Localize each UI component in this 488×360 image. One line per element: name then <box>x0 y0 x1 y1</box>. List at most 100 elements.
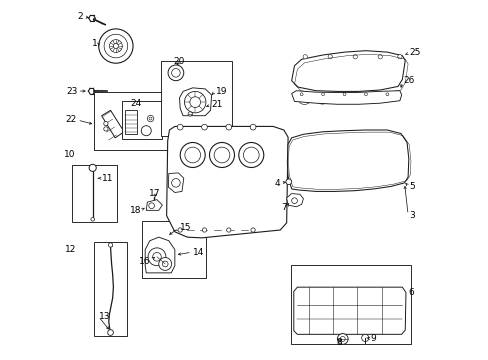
Text: 2: 2 <box>77 12 83 21</box>
Circle shape <box>202 228 206 232</box>
Circle shape <box>364 93 366 96</box>
Circle shape <box>397 55 401 59</box>
Text: 16: 16 <box>139 257 151 266</box>
Ellipse shape <box>351 94 363 103</box>
Text: 3: 3 <box>408 211 414 220</box>
Circle shape <box>171 179 180 187</box>
Text: 15: 15 <box>179 222 191 231</box>
Circle shape <box>209 143 234 167</box>
Bar <box>94 242 126 337</box>
Circle shape <box>340 337 345 342</box>
Circle shape <box>337 334 347 344</box>
Circle shape <box>250 124 255 130</box>
Ellipse shape <box>296 70 306 83</box>
Bar <box>160 61 231 136</box>
Ellipse shape <box>298 95 310 104</box>
Circle shape <box>285 179 291 185</box>
Text: 12: 12 <box>64 245 76 254</box>
Polygon shape <box>145 237 175 273</box>
Circle shape <box>303 55 307 59</box>
Text: 25: 25 <box>408 48 420 57</box>
Polygon shape <box>287 130 408 192</box>
Circle shape <box>91 217 94 221</box>
Text: 21: 21 <box>211 100 223 109</box>
Bar <box>372 141 382 172</box>
Circle shape <box>250 228 255 232</box>
Circle shape <box>103 121 108 126</box>
Polygon shape <box>168 173 183 193</box>
Text: 7: 7 <box>280 203 286 212</box>
Circle shape <box>109 40 122 53</box>
Circle shape <box>103 127 108 131</box>
Bar <box>154 254 157 257</box>
Text: 22: 22 <box>65 116 77 125</box>
Circle shape <box>149 117 152 120</box>
Text: 4: 4 <box>274 179 280 188</box>
Ellipse shape <box>365 68 374 80</box>
Circle shape <box>321 93 324 96</box>
Text: 24: 24 <box>130 99 141 108</box>
Circle shape <box>108 243 112 247</box>
Circle shape <box>385 93 388 96</box>
Bar <box>94 93 171 150</box>
Circle shape <box>291 198 297 203</box>
Circle shape <box>180 143 205 167</box>
Bar <box>72 165 117 222</box>
Circle shape <box>89 164 96 171</box>
Ellipse shape <box>330 69 340 82</box>
Circle shape <box>238 143 263 167</box>
Polygon shape <box>291 51 405 91</box>
Polygon shape <box>286 194 303 207</box>
Circle shape <box>162 261 168 267</box>
Polygon shape <box>124 111 137 134</box>
Text: 5: 5 <box>408 182 414 191</box>
Text: 17: 17 <box>149 189 161 198</box>
Text: 14: 14 <box>192 248 203 257</box>
Circle shape <box>184 91 205 113</box>
Circle shape <box>188 112 192 116</box>
Bar <box>353 141 364 173</box>
Text: 18: 18 <box>130 206 142 215</box>
Polygon shape <box>179 88 211 116</box>
Circle shape <box>361 334 368 342</box>
Text: 6: 6 <box>408 288 414 297</box>
Circle shape <box>107 330 113 336</box>
Bar <box>142 221 205 278</box>
Text: 9: 9 <box>369 334 375 343</box>
Bar <box>122 102 162 139</box>
Circle shape <box>168 65 183 81</box>
Ellipse shape <box>347 68 357 81</box>
Circle shape <box>243 147 259 163</box>
Circle shape <box>343 93 345 96</box>
Text: 26: 26 <box>403 76 414 85</box>
Circle shape <box>327 55 332 59</box>
Text: 23: 23 <box>66 86 77 95</box>
Circle shape <box>177 124 183 130</box>
Circle shape <box>147 115 153 122</box>
Circle shape <box>226 228 230 232</box>
Bar <box>389 141 398 171</box>
Text: 20: 20 <box>173 57 185 66</box>
Circle shape <box>189 97 200 108</box>
Circle shape <box>352 55 357 59</box>
Circle shape <box>377 55 382 59</box>
Polygon shape <box>102 111 124 138</box>
Text: 1: 1 <box>92 39 98 48</box>
Text: 10: 10 <box>64 150 76 159</box>
Ellipse shape <box>386 93 396 101</box>
Ellipse shape <box>334 94 346 104</box>
Circle shape <box>99 29 133 63</box>
Text: 11: 11 <box>102 174 113 183</box>
Circle shape <box>225 124 231 130</box>
Bar <box>290 265 410 344</box>
Bar <box>152 204 156 208</box>
Polygon shape <box>146 200 162 210</box>
Circle shape <box>159 257 171 270</box>
Text: 19: 19 <box>216 87 227 96</box>
Text: 8: 8 <box>336 338 341 347</box>
Circle shape <box>300 93 303 96</box>
Polygon shape <box>293 287 405 334</box>
Polygon shape <box>166 126 287 238</box>
Circle shape <box>178 228 182 232</box>
Circle shape <box>152 252 161 261</box>
